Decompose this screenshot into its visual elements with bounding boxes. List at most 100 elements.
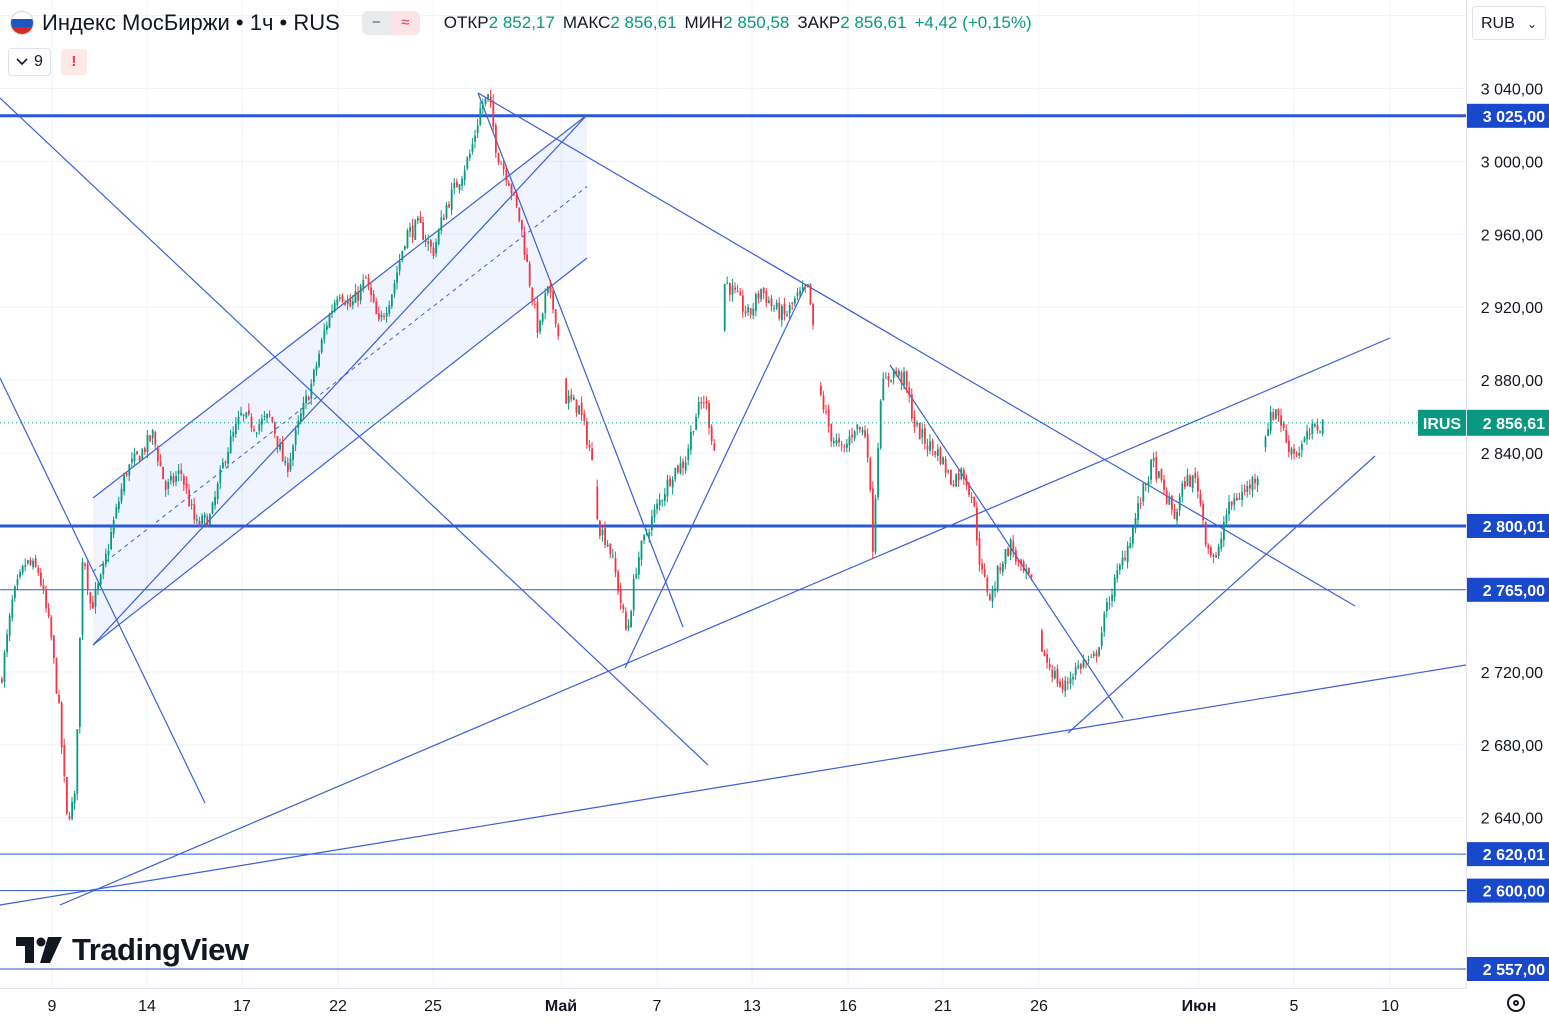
trend-line[interactable] (0, 664, 1466, 906)
candle (58, 690, 60, 704)
candle (1064, 676, 1067, 698)
candle (1165, 487, 1168, 505)
candle (1100, 626, 1103, 650)
candle (1134, 512, 1137, 534)
candle (588, 439, 591, 452)
compare-icon[interactable]: ≈ (390, 11, 420, 35)
candle (882, 372, 885, 401)
price-tick-label: 2 960,00 (1481, 227, 1543, 244)
candle (820, 381, 822, 397)
candle (1002, 560, 1004, 576)
indicator-toggle-button[interactable]: 9 (8, 48, 51, 76)
candle (11, 594, 14, 622)
candle (380, 310, 383, 322)
currency-select[interactable]: RUB ⌄ (1472, 6, 1546, 40)
candle (1199, 489, 1202, 507)
price-chart[interactable]: IRUS (0, 0, 1466, 988)
trend-line[interactable] (0, 97, 709, 766)
minus-icon[interactable]: − (361, 11, 391, 35)
candle (1124, 550, 1126, 562)
chart-style-toggle[interactable]: − ≈ (361, 11, 420, 35)
candle (999, 562, 1002, 575)
candle (1142, 483, 1145, 506)
candle (1301, 440, 1303, 458)
candle (1116, 563, 1119, 583)
candle (1204, 521, 1207, 547)
candle (305, 389, 307, 409)
trend-line[interactable] (1067, 455, 1376, 734)
candle (227, 447, 229, 469)
candle (970, 492, 973, 504)
candle (157, 445, 159, 466)
candle (469, 149, 471, 161)
candle (206, 513, 209, 528)
candle (1158, 470, 1160, 479)
candle (154, 430, 157, 450)
candle (383, 312, 385, 321)
candle (1025, 564, 1028, 580)
trend-line[interactable] (92, 114, 588, 646)
candle (1194, 467, 1197, 483)
candle (778, 297, 781, 321)
candle (1028, 567, 1030, 576)
candle (747, 303, 749, 316)
candle (437, 228, 440, 246)
settings-gear-icon[interactable] (1507, 994, 1525, 1012)
candle (739, 288, 742, 296)
price-tick-label: 3 000,00 (1481, 154, 1543, 171)
candle (1082, 654, 1085, 669)
candle (1077, 660, 1080, 670)
candle (669, 475, 671, 488)
candle (8, 612, 11, 641)
trend-line[interactable] (59, 337, 1391, 906)
candle (81, 557, 84, 641)
trend-line[interactable] (92, 114, 588, 499)
price-tick-label: 3 040,00 (1481, 81, 1543, 98)
time-tick-label: 7 (653, 998, 662, 1015)
last-price-label-bg (1467, 409, 1549, 436)
tradingview-logo[interactable]: TradingView (16, 932, 249, 968)
candle (687, 444, 690, 466)
candlesticks (1, 89, 1324, 821)
candle (1207, 543, 1210, 555)
candle (1176, 508, 1178, 528)
candle (159, 454, 162, 467)
candle (830, 423, 833, 448)
candle (1085, 660, 1087, 669)
candle (625, 607, 627, 632)
candle (658, 493, 661, 511)
candle (146, 430, 149, 458)
symbol-title[interactable]: Индекс МосБиржи • 1ч • RUS (42, 10, 340, 35)
candle (118, 496, 120, 513)
trend-line[interactable] (477, 92, 1356, 607)
candle (508, 180, 510, 186)
candle (1314, 422, 1316, 429)
candle (679, 456, 682, 475)
candle (859, 426, 861, 433)
low-key: МИН (684, 13, 724, 32)
candle (1269, 405, 1272, 435)
warning-icon[interactable]: ! (60, 49, 87, 75)
time-scale[interactable]: 9 14 17 22 25 Май 7 13 16 21 26 Июн 5 10 (0, 988, 1466, 1018)
candle (578, 405, 580, 415)
candle (76, 729, 79, 801)
trend-line[interactable] (0, 377, 206, 804)
candle (960, 467, 963, 481)
candle (661, 499, 664, 507)
trend-line[interactable] (92, 257, 588, 646)
candle (1126, 541, 1129, 569)
candle (682, 458, 684, 476)
candle (94, 581, 97, 614)
trend-line[interactable] (889, 364, 1124, 719)
candle (203, 512, 206, 525)
candle (1030, 574, 1033, 581)
candle (240, 406, 242, 417)
candle (1236, 492, 1238, 501)
candle (1295, 450, 1298, 458)
candle (801, 280, 804, 292)
candle (323, 323, 326, 344)
price-scale[interactable]: 3 080,003 040,003 000,002 960,002 920,00… (1466, 0, 1549, 988)
candle (495, 122, 497, 158)
trend-line[interactable] (624, 284, 807, 669)
candle (1152, 452, 1155, 468)
